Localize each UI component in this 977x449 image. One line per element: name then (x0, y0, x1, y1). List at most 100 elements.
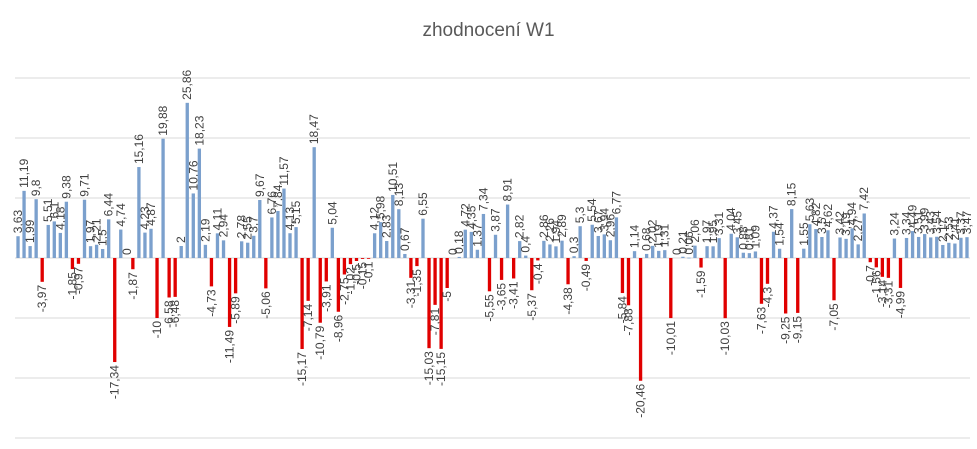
data-label: 3,47 (960, 210, 974, 234)
bar (590, 224, 594, 258)
data-label: 0,88 (736, 226, 750, 250)
bar (28, 246, 32, 258)
bar (34, 199, 38, 258)
data-label: 2,94 (217, 214, 231, 238)
bar (548, 244, 552, 258)
bar (705, 246, 709, 258)
data-label: 25,86 (180, 69, 194, 99)
bar (596, 235, 600, 258)
data-label: -0,1 (362, 261, 376, 282)
bar (524, 255, 528, 258)
bar (100, 249, 105, 258)
data-label: 2,02 (646, 219, 660, 243)
data-label: 0 (670, 248, 684, 255)
data-label: 9,71 (78, 173, 92, 197)
bar (300, 258, 304, 350)
data-label: -3,65 (495, 283, 509, 311)
bar (391, 194, 395, 258)
data-label: 4,04 (724, 207, 738, 231)
bar (191, 193, 195, 258)
bar (131, 258, 135, 270)
data-label: 18,23 (192, 115, 206, 145)
data-label: 0,18 (452, 230, 466, 254)
bar (644, 253, 649, 258)
data-label: 2,06 (688, 219, 702, 243)
data-label: 6,55 (416, 192, 430, 216)
bar (276, 210, 280, 258)
bar (929, 237, 933, 258)
data-label: -3,31 (404, 281, 418, 309)
bar (258, 199, 262, 258)
bar (415, 258, 419, 267)
data-label: 1,97 (84, 219, 98, 243)
bar (88, 246, 93, 258)
data-label: 2,82 (513, 214, 527, 238)
data-label: 3,42 (833, 211, 847, 235)
bar (149, 228, 153, 258)
bar (397, 209, 401, 258)
data-label: 1,54 (773, 222, 787, 246)
data-label: -4,99 (893, 291, 907, 319)
bar (499, 258, 504, 280)
data-label: -3,14 (875, 280, 889, 308)
data-label: -4,73 (204, 289, 218, 317)
data-label: 3,31 (712, 211, 726, 235)
bar (790, 209, 794, 258)
data-label: -1,35 (410, 269, 424, 297)
bar (233, 258, 238, 294)
bar (759, 258, 764, 304)
bar (608, 240, 613, 258)
data-label: -3,31 (881, 281, 895, 309)
data-label: 2,21 (90, 218, 104, 242)
bar (904, 237, 909, 258)
data-label: 3,99 (918, 207, 932, 231)
data-label: 5,51 (41, 198, 55, 222)
data-label: 8,13 (392, 183, 406, 207)
data-label: 4,87 (144, 202, 158, 226)
data-label: -1,87 (126, 272, 140, 300)
data-label: -8,96 (331, 314, 345, 342)
data-label: 11,57 (277, 156, 291, 185)
data-label: 2,17 (936, 218, 950, 242)
data-label: -17,34 (108, 365, 122, 399)
bar (288, 233, 292, 258)
bar (294, 227, 298, 258)
data-label: 4,94 (845, 202, 859, 226)
bar (324, 258, 328, 282)
bar (52, 221, 56, 258)
bar (783, 258, 788, 314)
bar (886, 258, 891, 278)
bar (651, 245, 655, 258)
data-label: 0,68 (640, 227, 654, 251)
bar (113, 258, 117, 363)
bar (409, 258, 413, 278)
data-label: 8,91 (501, 178, 515, 202)
data-label: -4,3 (761, 286, 775, 307)
bar (354, 258, 359, 261)
bar (802, 248, 806, 258)
data-label: 7,34 (476, 187, 490, 211)
bar (421, 218, 425, 258)
bar (246, 242, 250, 258)
data-label: -3,41 (507, 281, 521, 309)
data-label: -9,25 (779, 316, 793, 344)
data-label: 1,19 (652, 224, 666, 248)
bar (572, 256, 576, 258)
data-label: 8,15 (785, 182, 799, 206)
data-label: 3,5 (815, 217, 829, 234)
data-label: 3,34 (900, 211, 914, 235)
bar (711, 246, 715, 258)
bar (765, 258, 770, 284)
bar (681, 256, 685, 258)
data-label: 2,96 (603, 214, 617, 238)
data-label: 2,19 (198, 218, 212, 242)
bar (185, 102, 189, 258)
bar (203, 244, 208, 258)
bar (64, 201, 69, 258)
data-label: -0,7 (863, 265, 877, 286)
bar (560, 240, 564, 258)
bar (620, 258, 625, 294)
data-label: -0,49 (579, 264, 593, 292)
data-label: -0,4 (531, 263, 545, 284)
bar (632, 251, 637, 258)
